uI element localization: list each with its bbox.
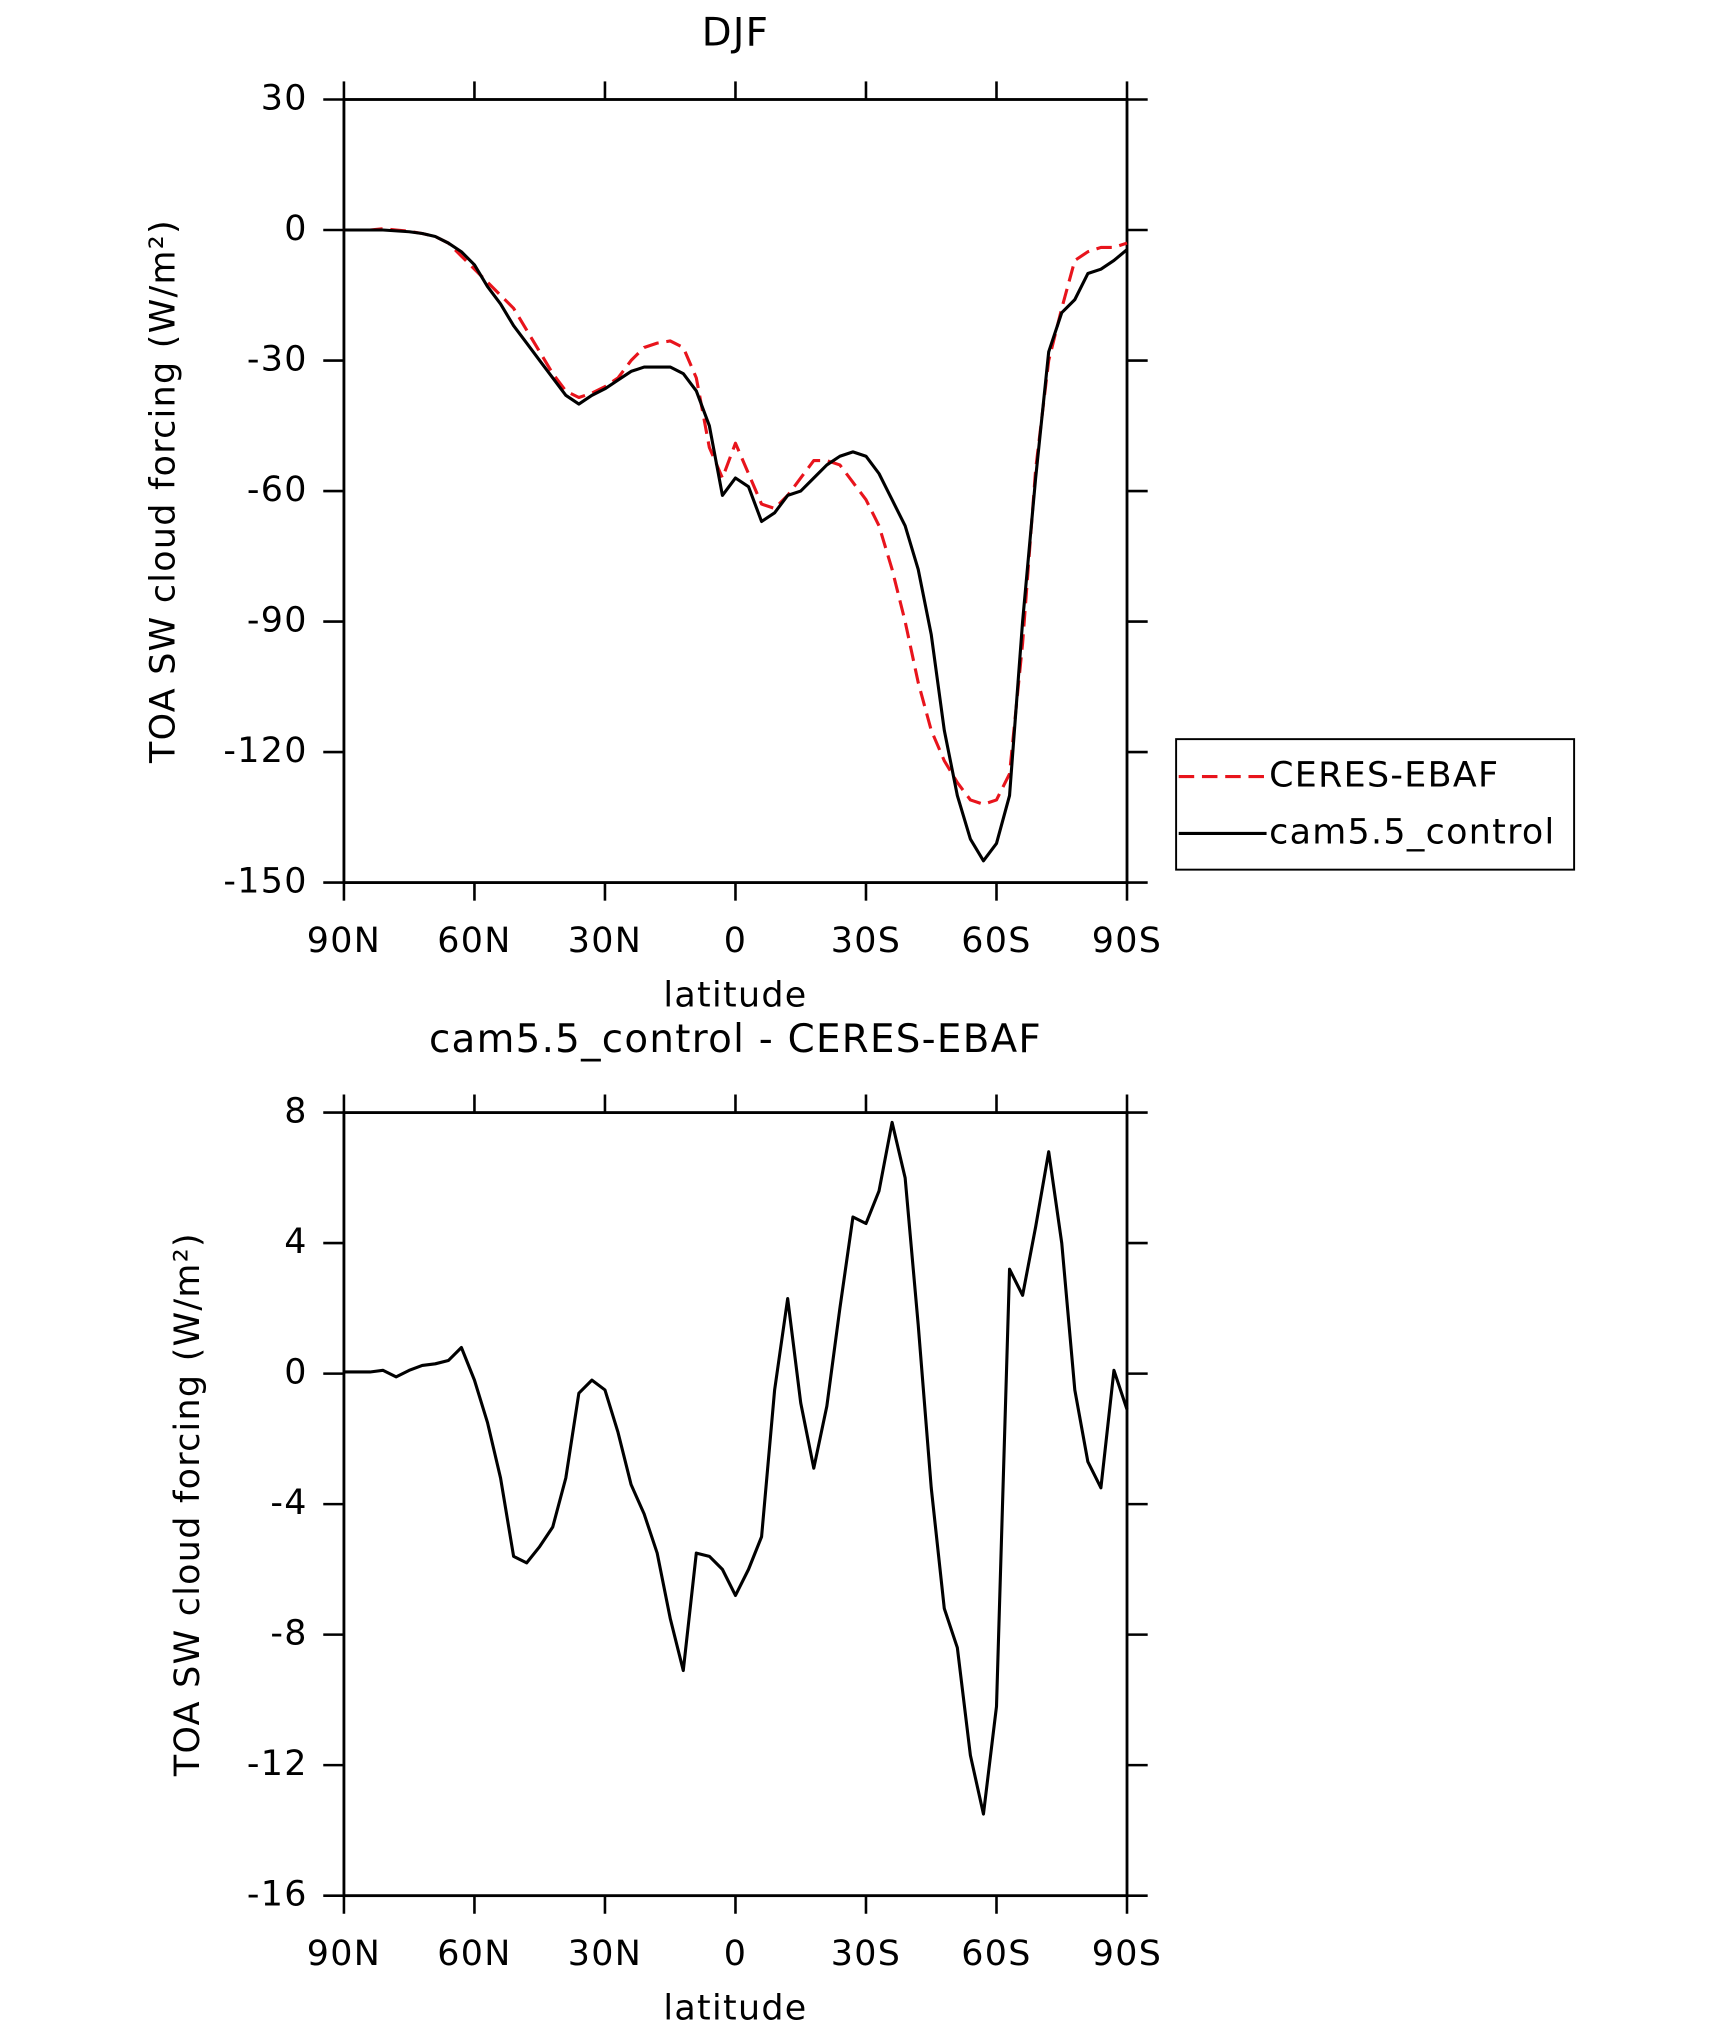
x-tick-label: 90S xyxy=(1092,1934,1162,1974)
legend-label: CERES-EBAF xyxy=(1269,756,1499,796)
y-axis-label: TOA SW cloud forcing (W/m²) xyxy=(168,1232,208,1777)
y-tick-label: -120 xyxy=(223,731,307,771)
y-tick-label: -60 xyxy=(247,470,308,510)
data-line xyxy=(343,1120,1129,1816)
x-tick-label: 60N xyxy=(437,921,511,961)
x-tick-label: 90N xyxy=(307,1934,381,1974)
x-tick-label: 60N xyxy=(437,1934,511,1974)
x-tick-label: 90S xyxy=(1092,921,1162,961)
x-axis-label: latitude xyxy=(663,1988,807,2021)
chart-title: cam5.5_control - CERES-EBAF xyxy=(429,1017,1042,1062)
x-tick-label: 30S xyxy=(831,1934,901,1974)
y-tick-label: 8 xyxy=(284,1092,307,1132)
x-tick-label: 0 xyxy=(724,921,747,961)
y-tick-label: -8 xyxy=(270,1614,307,1654)
y-tick-label: 4 xyxy=(284,1222,307,1262)
plot-frame xyxy=(342,1111,1129,1898)
y-tick-label: -16 xyxy=(247,1875,308,1915)
x-tick-label: 90N xyxy=(307,921,381,961)
chart-title: DJF xyxy=(702,10,769,55)
y-tick-label: -30 xyxy=(247,340,308,380)
legend-label: cam5.5_control xyxy=(1269,812,1555,852)
x-axis-label: latitude xyxy=(663,975,807,1015)
y-axis-label: TOA SW cloud forcing (W/m²) xyxy=(143,219,183,764)
y-tick-label: -4 xyxy=(270,1483,307,1523)
y-tick-label: 30 xyxy=(261,78,308,118)
y-tick-label: 0 xyxy=(284,1353,307,1393)
y-tick-label: -90 xyxy=(247,601,308,641)
x-tick-label: 30N xyxy=(568,921,642,961)
data-line xyxy=(343,227,1128,806)
x-tick-label: 30N xyxy=(568,1934,642,1974)
x-tick-label: 60S xyxy=(961,921,1031,961)
x-tick-label: 0 xyxy=(724,1934,747,1974)
x-tick-label: 60S xyxy=(961,1934,1031,1974)
y-tick-label: -150 xyxy=(223,862,307,902)
data-line xyxy=(343,228,1129,863)
x-tick-label: 30S xyxy=(831,921,901,961)
legend-box xyxy=(1175,738,1576,871)
y-tick-label: 0 xyxy=(284,209,307,249)
y-tick-label: -12 xyxy=(247,1744,308,1784)
